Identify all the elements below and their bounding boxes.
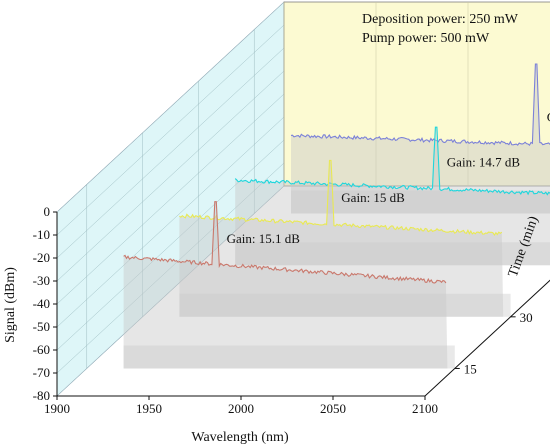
z-tick-label: 30 xyxy=(520,310,533,325)
y-tick-label: 0 xyxy=(44,204,51,219)
y-tick-label: -20 xyxy=(33,250,50,265)
series-area xyxy=(235,127,550,266)
pump-power-label: Pump power: 500 mW xyxy=(362,31,490,46)
side-wall-gridline xyxy=(56,93,285,305)
chart-axes: 1900 1950 2000 2050 2100 0 -10 -20 -30 -40 -50 -60 -… xyxy=(33,204,550,416)
series-line-60 xyxy=(290,63,550,147)
z-axis-line xyxy=(424,279,550,397)
y-tick-label: -10 xyxy=(33,227,50,242)
x-tick-label: 2050 xyxy=(320,401,346,416)
x-tick-label: 2000 xyxy=(228,401,254,416)
chart-series: Gain: 14.3 dB Gain: 14.7 dB Gain: 15 dB Gai… xyxy=(123,63,550,369)
x-axis-title: Wavelength (nm) xyxy=(191,430,289,445)
series-area xyxy=(179,160,504,317)
gain-label-45: Gain: 14.7 dB xyxy=(447,154,521,169)
series-line-30 xyxy=(179,159,503,237)
series-floor xyxy=(123,345,455,369)
side-wall-gridline xyxy=(56,139,285,351)
series-floor xyxy=(179,293,511,317)
series-line-15 xyxy=(123,201,447,284)
y-tick-label: -80 xyxy=(33,388,50,403)
side-wall-gridline xyxy=(56,162,285,374)
y-tick-label: -40 xyxy=(33,296,50,311)
y-tick-label: -60 xyxy=(33,342,50,357)
side-wall-gridline xyxy=(56,1,285,213)
deposition-power-label: Deposition power: 250 mW xyxy=(362,12,519,27)
x-tick-label: 1900 xyxy=(44,401,70,416)
side-wall-gridline xyxy=(56,47,285,259)
y-tick-label: -70 xyxy=(33,365,50,380)
y-axis-title: Signal (dBm) xyxy=(3,267,18,343)
y-tick-label: -50 xyxy=(33,319,50,334)
side-wall-gridline xyxy=(56,116,285,328)
x-tick-label: 2100 xyxy=(412,401,438,416)
chart-grid xyxy=(56,1,469,397)
y-tick-label: -30 xyxy=(33,273,50,288)
series-floor xyxy=(235,242,550,266)
gain-label-15: Gain: 15.1 dB xyxy=(227,231,301,246)
gain-label-60: Gain: 14.3 dB xyxy=(547,110,550,125)
x-tick-label: 1950 xyxy=(136,401,162,416)
series-line-45 xyxy=(234,126,550,196)
side-wall-gridline xyxy=(56,70,285,282)
series-floor xyxy=(291,190,550,214)
series-area xyxy=(291,64,550,214)
series-area xyxy=(123,201,448,369)
side-wall-gridline xyxy=(56,24,285,236)
gain-label-30: Gain: 15 dB xyxy=(341,190,405,205)
z-tick-label: 15 xyxy=(464,361,477,376)
